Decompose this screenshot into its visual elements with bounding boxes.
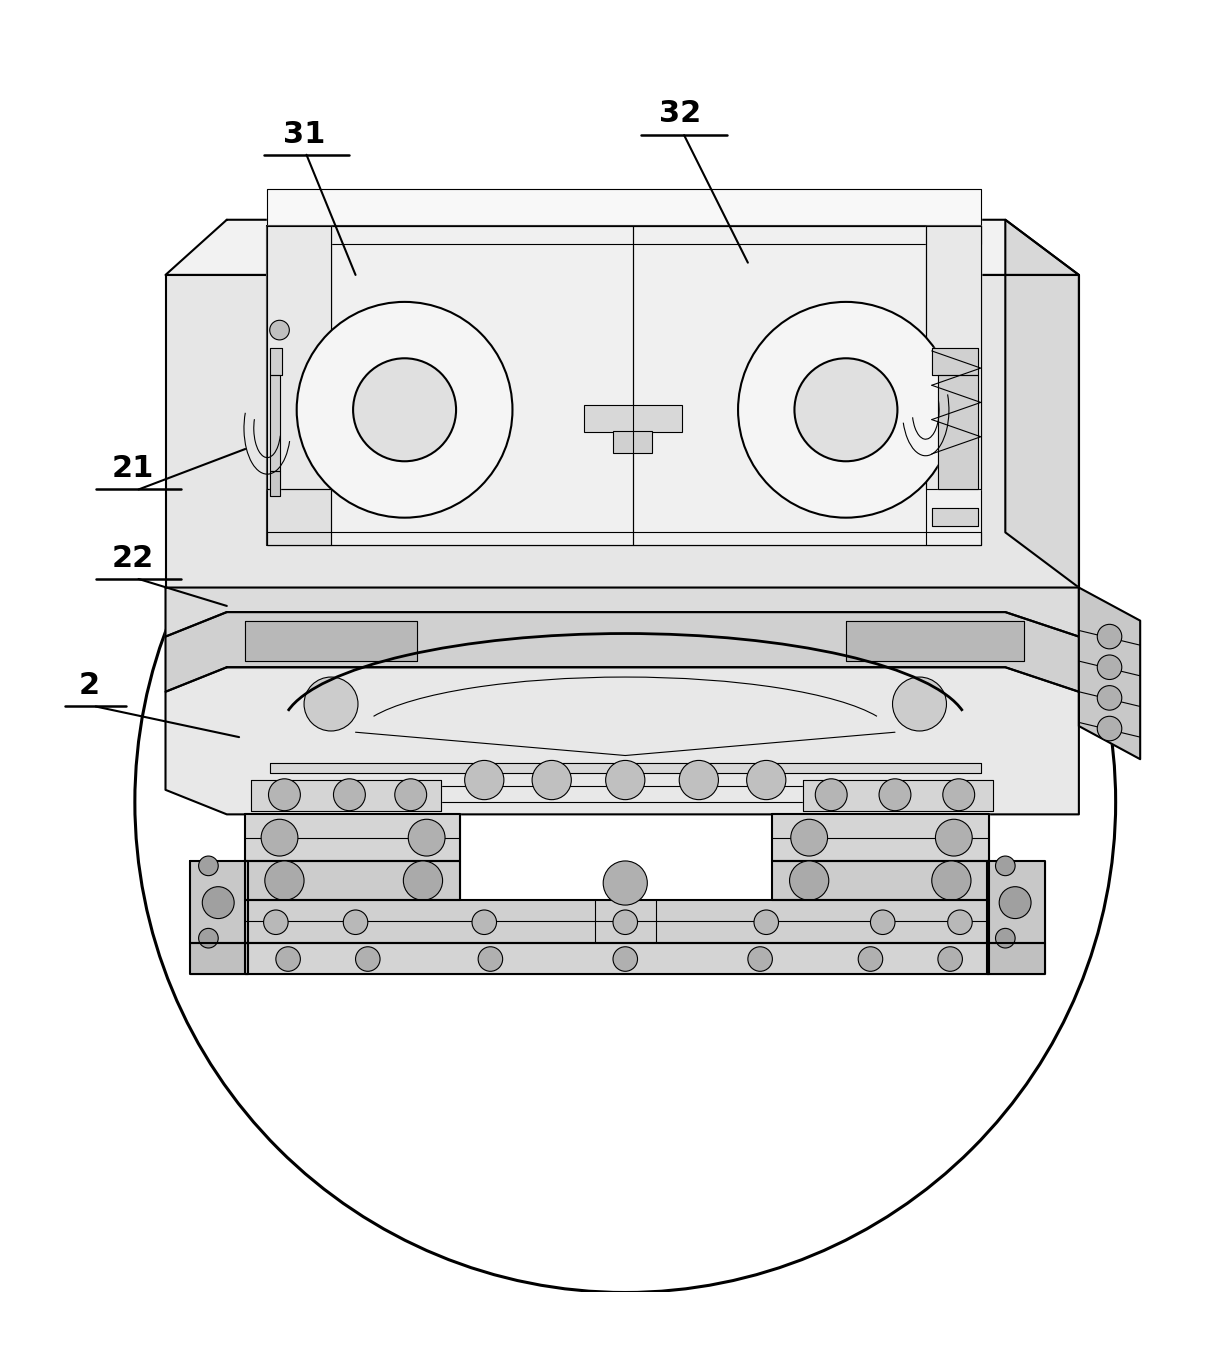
Circle shape	[794, 359, 897, 461]
Circle shape	[754, 911, 779, 935]
Circle shape	[403, 862, 443, 900]
Polygon shape	[633, 226, 981, 545]
Polygon shape	[803, 780, 993, 811]
Circle shape	[815, 779, 847, 811]
Polygon shape	[932, 348, 978, 375]
Circle shape	[748, 947, 772, 972]
Polygon shape	[938, 375, 978, 489]
Circle shape	[932, 862, 971, 900]
Polygon shape	[166, 612, 1079, 692]
Circle shape	[408, 819, 445, 856]
Circle shape	[1097, 686, 1122, 711]
Text: 21: 21	[112, 454, 153, 484]
Polygon shape	[166, 220, 1079, 275]
Polygon shape	[267, 189, 981, 226]
Circle shape	[943, 779, 975, 811]
Circle shape	[870, 911, 895, 935]
Circle shape	[270, 321, 289, 340]
Circle shape	[747, 761, 786, 799]
Polygon shape	[846, 621, 1024, 660]
Polygon shape	[270, 375, 280, 472]
Circle shape	[938, 947, 962, 972]
Circle shape	[790, 862, 829, 900]
Circle shape	[472, 911, 497, 935]
Circle shape	[1097, 624, 1122, 648]
Bar	[613, 431, 652, 453]
Circle shape	[893, 677, 946, 731]
Circle shape	[264, 911, 288, 935]
Text: 32: 32	[660, 99, 701, 128]
Circle shape	[343, 911, 368, 935]
Circle shape	[996, 928, 1015, 949]
Circle shape	[478, 947, 503, 972]
Polygon shape	[267, 226, 331, 545]
Circle shape	[1097, 655, 1122, 680]
Circle shape	[465, 761, 504, 799]
Text: 31: 31	[283, 120, 325, 148]
Polygon shape	[251, 780, 441, 811]
Circle shape	[738, 302, 954, 518]
Circle shape	[261, 819, 298, 856]
Polygon shape	[987, 943, 1045, 974]
Polygon shape	[245, 621, 417, 660]
Text: 22: 22	[112, 544, 153, 573]
Circle shape	[613, 911, 638, 935]
Polygon shape	[270, 348, 282, 375]
Circle shape	[879, 779, 911, 811]
Polygon shape	[166, 275, 1079, 587]
Circle shape	[202, 886, 234, 919]
Polygon shape	[270, 762, 981, 773]
Polygon shape	[267, 226, 331, 489]
Circle shape	[996, 856, 1015, 875]
Circle shape	[268, 779, 300, 811]
Circle shape	[791, 819, 828, 856]
Circle shape	[532, 761, 571, 799]
Polygon shape	[331, 226, 633, 545]
Circle shape	[304, 677, 358, 731]
Circle shape	[1097, 716, 1122, 741]
Circle shape	[679, 761, 718, 799]
Text: 2: 2	[78, 671, 101, 700]
Polygon shape	[190, 943, 248, 974]
Circle shape	[606, 761, 645, 799]
Polygon shape	[190, 862, 248, 943]
Polygon shape	[1079, 587, 1140, 760]
Polygon shape	[270, 472, 280, 496]
Circle shape	[858, 947, 883, 972]
Polygon shape	[772, 862, 989, 900]
Polygon shape	[166, 587, 1079, 636]
Polygon shape	[926, 226, 981, 489]
Polygon shape	[166, 667, 1079, 814]
Circle shape	[199, 856, 218, 875]
Polygon shape	[1005, 220, 1079, 587]
Circle shape	[948, 911, 972, 935]
Circle shape	[935, 819, 972, 856]
Polygon shape	[245, 814, 460, 862]
Polygon shape	[245, 862, 460, 900]
Circle shape	[199, 928, 218, 949]
Polygon shape	[987, 862, 1045, 943]
Circle shape	[395, 779, 427, 811]
Circle shape	[333, 779, 365, 811]
Polygon shape	[772, 814, 989, 862]
Circle shape	[353, 359, 456, 461]
Circle shape	[276, 947, 300, 972]
Polygon shape	[267, 226, 981, 245]
Circle shape	[356, 947, 380, 972]
Polygon shape	[245, 900, 989, 943]
Polygon shape	[267, 533, 981, 545]
Circle shape	[613, 947, 638, 972]
Circle shape	[603, 862, 647, 905]
Bar	[584, 405, 682, 432]
Circle shape	[265, 862, 304, 900]
Polygon shape	[932, 508, 978, 526]
Polygon shape	[245, 943, 989, 974]
Circle shape	[297, 302, 512, 518]
Circle shape	[999, 886, 1031, 919]
